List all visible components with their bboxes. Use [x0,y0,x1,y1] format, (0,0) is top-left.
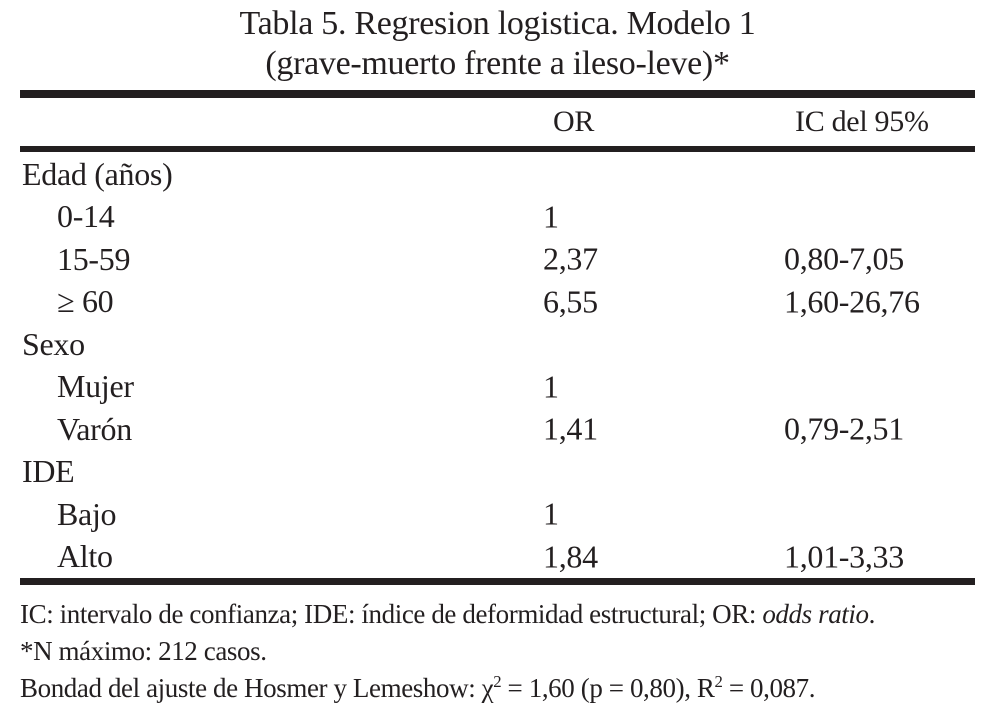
table-row-alto: Alto 1,84 1,01-3,33 [20,536,975,579]
table-row-mujer: Mujer 1 [20,366,975,409]
row-or-value: 1 [543,198,559,235]
bottom-rule [20,578,975,585]
row-or-value: 6,55 [543,283,598,320]
table-row-15-59: 15-59 2,37 0,80-7,05 [20,238,975,281]
table-row-0-14: 0-14 1 [20,196,975,239]
table-row-ide: IDE [20,451,975,494]
table-row-varon: Varón 1,41 0,79-2,51 [20,408,975,451]
footnote-n-max: *N máximo: 212 casos. [20,636,267,666]
column-header-row: OR IC del 95% [20,98,975,146]
chi-squared-superscript: 2 [493,672,502,691]
row-ic-value: 1,60-26,76 [784,283,920,320]
row-label: 15-59 [57,240,131,277]
row-ic-value: 0,80-7,05 [784,240,904,277]
footnote-fit-text: Bondad del ajuste de Hosmer y Lemeshow: … [20,673,494,703]
row-label: Bajo [57,495,117,532]
row-label: IDE [22,453,75,490]
table-title-line1: Tabla 5. Regresion logistica. Modelo 1 [239,5,756,42]
table-row-bajo: Bajo 1 [20,493,975,536]
row-ic-value: 0,79-2,51 [784,410,904,447]
footnote-abbreviations-text: IC: intervalo de confianza; IDE: índice … [20,599,763,629]
row-or-value: 1,84 [543,538,598,575]
footnote-fit-mid: = 1,60 (p = 0,80), R [501,673,715,703]
row-label: Edad (años) [22,155,173,192]
row-ic-value: 1,01-3,33 [784,538,904,575]
top-rule [20,90,975,98]
r-squared-superscript: 2 [714,672,723,691]
row-label: Alto [57,538,113,575]
row-or-value: 1 [543,368,559,405]
footnote-goodness-of-fit: Bondad del ajuste de Hosmer y Lemeshow: … [20,670,980,707]
table-title: Tabla 5. Regresion logistica. Modelo 1 (… [0,4,995,84]
table-row-edad: Edad (años) [20,153,975,196]
column-header-ic: IC del 95% [795,105,929,138]
footnote-fit-end: = 0,087. [722,673,816,703]
table-body: Edad (años) 0-14 1 15-59 2,37 0,80-7,05 … [20,153,975,578]
row-or-value: 2,37 [543,240,598,277]
row-label: Mujer [57,368,134,405]
row-or-value: 1 [543,495,559,532]
header-rule [20,146,975,152]
row-or-value: 1,41 [543,410,598,447]
table-title-line2: (grave-muerto frente a ileso-leve)* [265,45,730,82]
table-row-sexo: Sexo [20,323,975,366]
row-label: ≥ 60 [57,283,114,320]
footnotes: IC: intervalo de confianza; IDE: índice … [20,596,980,707]
footnote-abbreviations: IC: intervalo de confianza; IDE: índice … [20,596,980,633]
row-label: Sexo [22,325,85,362]
footnote-abbreviations-period: . [868,599,876,629]
row-label: Varón [57,410,132,447]
column-header-or: OR [553,105,595,138]
table-row-60-plus: ≥ 60 6,55 1,60-26,76 [20,281,975,324]
row-label: 0-14 [57,198,115,235]
footnote-odds-ratio-italic: odds ratio [762,599,869,629]
